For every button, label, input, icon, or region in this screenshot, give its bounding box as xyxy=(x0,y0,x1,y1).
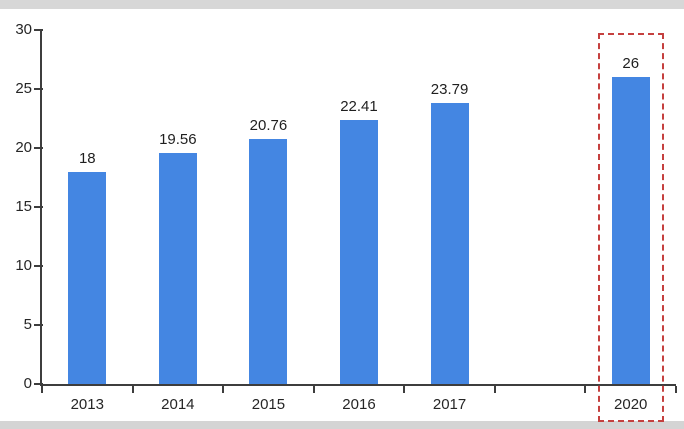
y-axis-tick xyxy=(34,206,43,208)
x-axis-tick xyxy=(222,386,225,393)
bar xyxy=(249,139,288,384)
x-axis-tick xyxy=(493,386,496,393)
x-axis-tick xyxy=(312,386,315,393)
bar xyxy=(158,153,197,384)
y-tick-label: 15 xyxy=(15,198,32,215)
y-tick-label: 5 xyxy=(23,316,32,333)
x-tick-label: 2017 xyxy=(432,396,467,413)
y-tick-label: 10 xyxy=(15,257,32,274)
bar-value-label: 23.79 xyxy=(430,81,469,99)
x-axis-tick xyxy=(403,386,406,393)
bar-value-label: 26 xyxy=(622,55,640,73)
x-axis-tick xyxy=(584,386,587,393)
bar-value-label: 18 xyxy=(78,149,96,167)
y-axis-tick xyxy=(34,147,43,149)
x-tick-label: 2014 xyxy=(161,396,195,413)
x-tick-label: 2015 xyxy=(251,396,286,413)
y-axis-line xyxy=(40,30,42,386)
y-tick-label: 25 xyxy=(15,80,32,97)
bar xyxy=(68,171,107,384)
y-axis-tick xyxy=(34,383,43,385)
bar xyxy=(339,119,378,384)
x-tick-label: 2016 xyxy=(342,396,376,413)
y-tick-label: 20 xyxy=(15,139,32,156)
screenshot-edge-top xyxy=(0,0,684,9)
bar xyxy=(430,103,469,384)
x-tick-label: 2013 xyxy=(70,396,104,413)
y-axis-tick xyxy=(34,324,43,326)
y-tick-label: 0 xyxy=(23,375,32,392)
y-axis-tick xyxy=(34,265,43,267)
x-tick-label: 2020 xyxy=(614,396,648,413)
x-axis-line xyxy=(40,384,676,386)
y-axis-tick xyxy=(34,88,43,90)
bar-value-label: 19.56 xyxy=(159,131,197,149)
x-axis-tick xyxy=(674,386,677,393)
y-axis-tick xyxy=(34,29,43,31)
bar-value-label: 20.76 xyxy=(249,117,288,135)
highlight-dashed-box xyxy=(597,33,664,422)
screenshot-edge-bottom xyxy=(0,421,684,429)
bar xyxy=(611,77,650,384)
x-axis-tick xyxy=(131,386,134,393)
y-tick-label: 30 xyxy=(15,21,32,38)
bar-value-label: 22.41 xyxy=(340,97,378,115)
x-axis-tick xyxy=(41,386,43,393)
